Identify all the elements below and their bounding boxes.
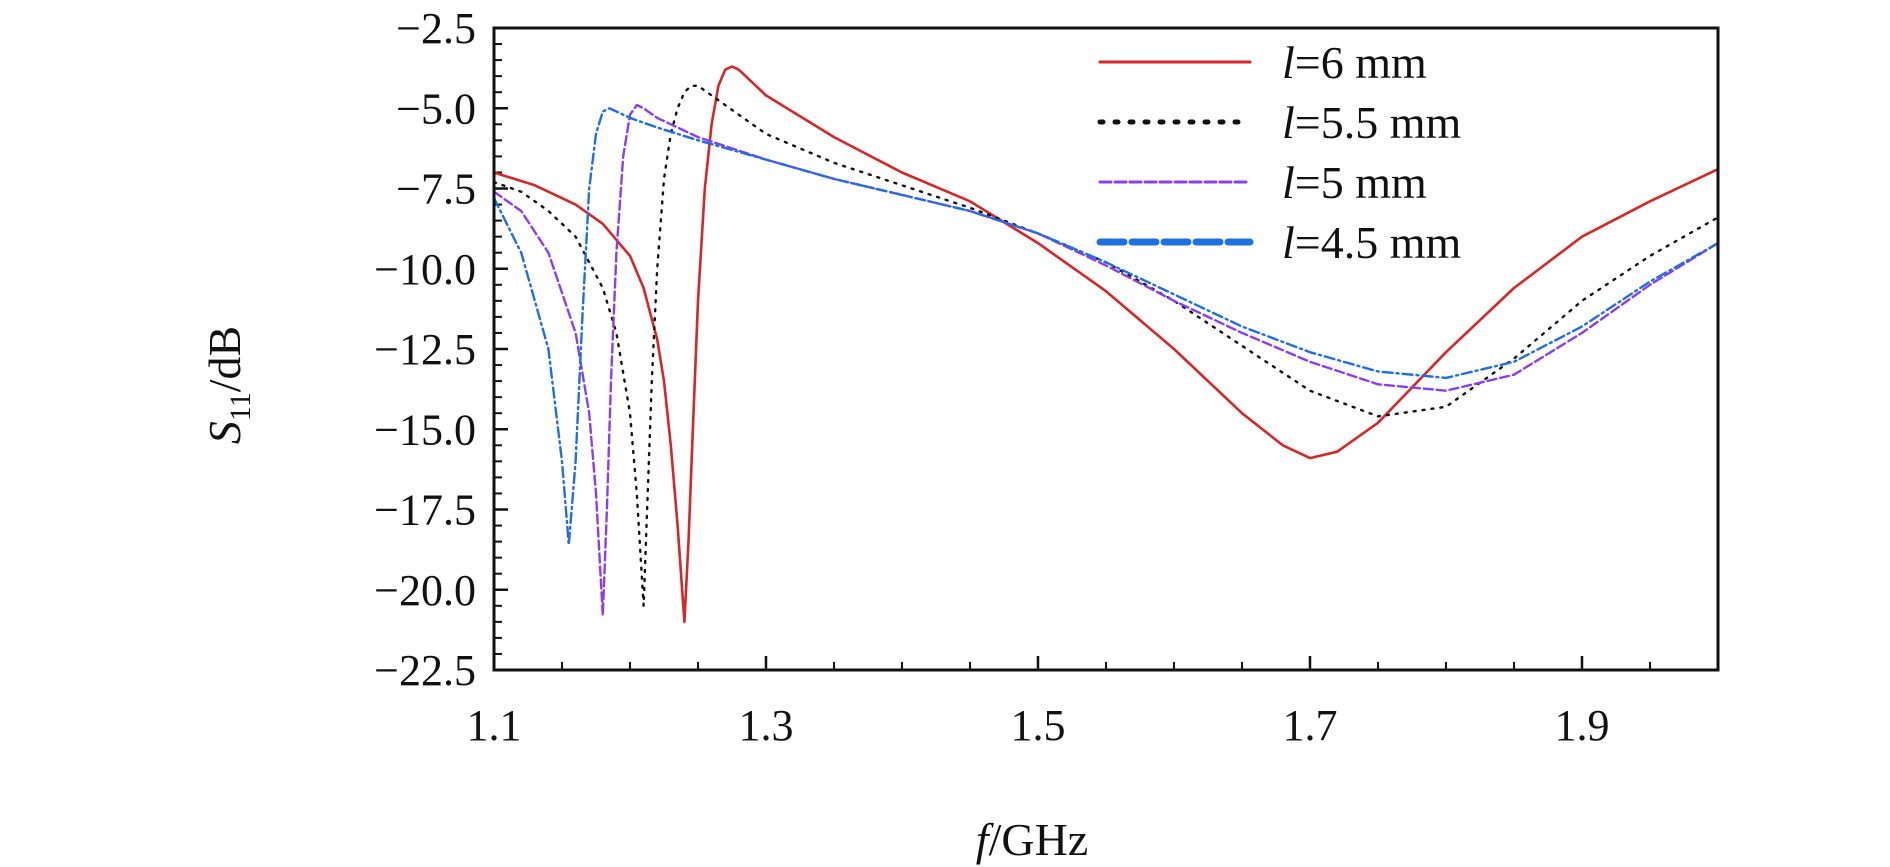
legend-item: l=4.5 mm <box>1096 217 1462 268</box>
x-tick-label: 1.7 <box>1283 701 1338 750</box>
y-tick-label: −10.0 <box>374 245 476 294</box>
legend-label: l=4.5 mm <box>1282 217 1462 268</box>
legend-item: l=5.5 mm <box>1097 97 1462 148</box>
x-tick-label: 1.3 <box>739 701 794 750</box>
y-tick-label: −17.5 <box>374 486 476 535</box>
y-tick-label: −2.5 <box>396 4 476 53</box>
x-tick-label: 1.1 <box>467 701 522 750</box>
y-tick-label: −5.0 <box>396 84 476 133</box>
y-tick-label: −22.5 <box>374 646 476 695</box>
legend-label: l=5.5 mm <box>1282 97 1462 148</box>
y-tick-label: −20.0 <box>374 566 476 615</box>
series-line-l-6-mm <box>492 65 1720 624</box>
y-tick-label: −7.5 <box>396 165 476 214</box>
legend-item: l=5 mm <box>1098 157 1427 208</box>
y-axis-title: S11/dB <box>199 326 257 444</box>
y-axis-symbol: S <box>199 421 250 444</box>
x-axis-title: f/GHz <box>976 814 1088 865</box>
y-tick-label: −12.5 <box>374 325 476 374</box>
series-line-l-4-5-mm <box>492 107 1720 546</box>
x-tick-label: 1.9 <box>1555 701 1610 750</box>
axis-tick-labels: 1.1 1.3 1.5 1.7 1.9 −2.5 −5.0 −7.5 −10.0 −12.5 −15… <box>374 4 1609 750</box>
y-axis-unit: /dB <box>199 326 250 392</box>
legend: l=6 mm l=5.5 mm l=5 mm l=4.5 mm <box>1096 37 1462 268</box>
plot-frame <box>492 26 1720 672</box>
legend-item: l=6 mm <box>1098 37 1427 88</box>
x-axis-unit: /GHz <box>989 814 1089 865</box>
series-line-l-5-mm <box>492 103 1720 617</box>
legend-label: l=6 mm <box>1282 37 1427 88</box>
x-tick-label: 1.5 <box>1011 701 1066 750</box>
y-tick-label: −15.0 <box>374 405 476 454</box>
y-axis-subscript: 11 <box>224 392 257 421</box>
series-lines <box>492 65 1720 624</box>
legend-label: l=5 mm <box>1282 157 1427 208</box>
